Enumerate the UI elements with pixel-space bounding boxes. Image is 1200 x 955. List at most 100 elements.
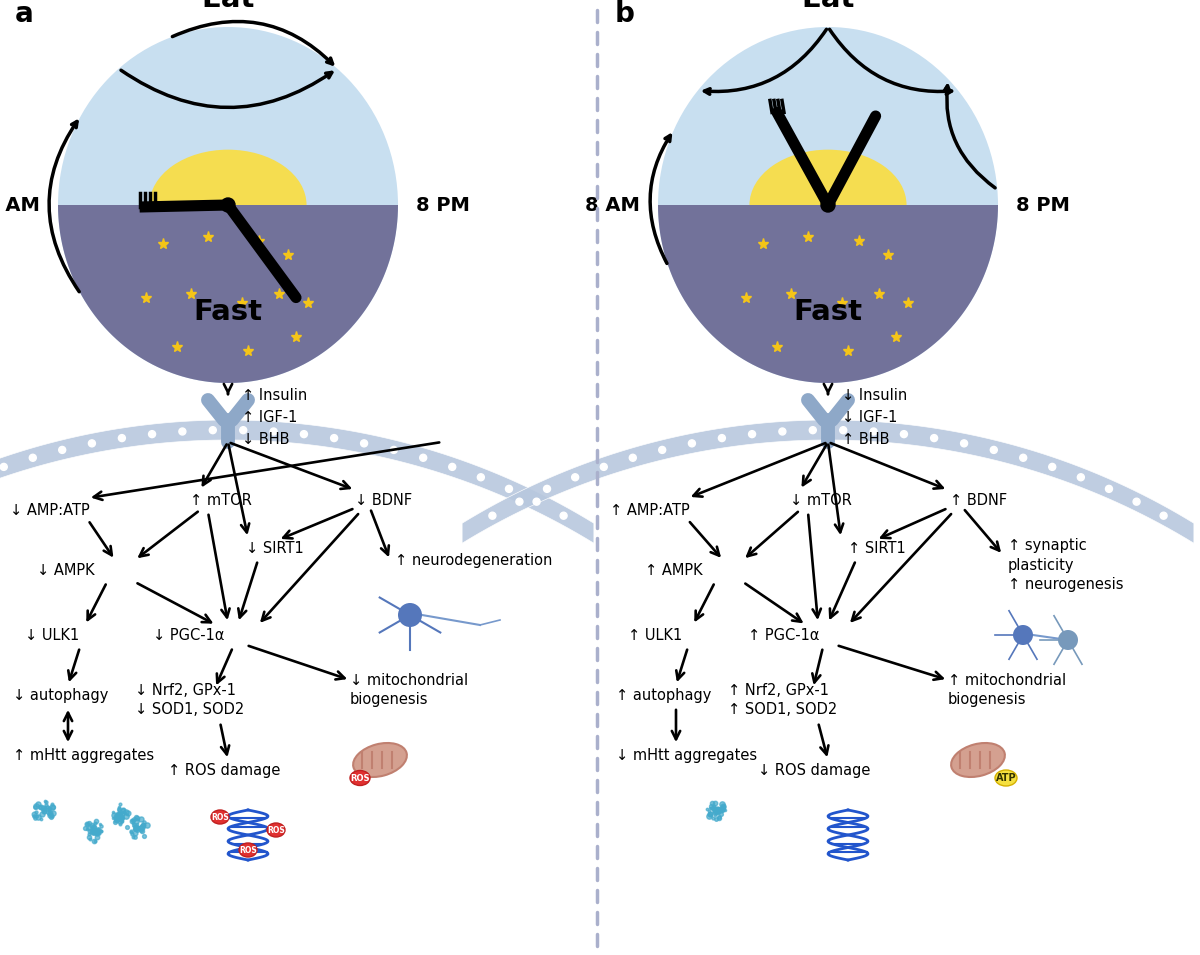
Circle shape (505, 485, 512, 493)
Text: ↑ autophagy: ↑ autophagy (616, 688, 712, 703)
Text: ↑ BDNF: ↑ BDNF (950, 493, 1007, 507)
Text: Fast: Fast (193, 298, 263, 326)
Circle shape (270, 428, 277, 435)
Circle shape (1105, 485, 1112, 493)
Polygon shape (58, 205, 398, 383)
Ellipse shape (658, 27, 998, 383)
Circle shape (544, 485, 551, 493)
Circle shape (1160, 512, 1168, 520)
Text: ↓ SIRT1: ↓ SIRT1 (246, 541, 304, 556)
Circle shape (449, 463, 456, 471)
Text: ↑ ULK1: ↑ ULK1 (628, 627, 683, 643)
Circle shape (1078, 474, 1085, 480)
Text: ↓ autophagy: ↓ autophagy (13, 688, 108, 703)
Circle shape (533, 499, 540, 505)
Text: ↓ BDNF: ↓ BDNF (355, 493, 412, 507)
Text: ↑ ROS damage: ↑ ROS damage (168, 762, 281, 777)
Text: 8 PM: 8 PM (416, 196, 470, 215)
Circle shape (1133, 499, 1140, 505)
Ellipse shape (58, 27, 398, 383)
Ellipse shape (750, 150, 906, 261)
Circle shape (749, 431, 756, 437)
Text: ↑ synaptic
plasticity
↑ neurogenesis: ↑ synaptic plasticity ↑ neurogenesis (1008, 538, 1123, 592)
Text: ROS: ROS (350, 774, 370, 782)
Text: ↓ AMPK: ↓ AMPK (37, 562, 95, 578)
Circle shape (629, 455, 636, 461)
Circle shape (960, 440, 967, 447)
Ellipse shape (952, 743, 1004, 777)
Circle shape (719, 435, 725, 441)
Circle shape (240, 427, 247, 434)
Text: 8 AM: 8 AM (586, 196, 640, 215)
Text: ↓ mitochondrial
biogenesis: ↓ mitochondrial biogenesis (350, 672, 468, 708)
Text: Eat: Eat (802, 0, 854, 13)
Circle shape (900, 431, 907, 437)
Circle shape (390, 446, 397, 454)
Text: 8 PM: 8 PM (1016, 196, 1070, 215)
Circle shape (689, 440, 696, 447)
Text: 8 AM: 8 AM (0, 196, 40, 215)
Text: ROS: ROS (268, 825, 284, 835)
Text: ↑ mitochondrial
biogenesis: ↑ mitochondrial biogenesis (948, 672, 1066, 708)
Text: ROS: ROS (239, 845, 257, 855)
Circle shape (560, 512, 568, 520)
Text: ROS: ROS (211, 813, 229, 821)
Circle shape (931, 435, 937, 441)
Circle shape (221, 198, 235, 212)
Ellipse shape (350, 771, 370, 786)
Text: ↓ ROS damage: ↓ ROS damage (758, 762, 870, 777)
Text: ↓ PGC-1α: ↓ PGC-1α (154, 627, 224, 643)
Text: ↑ mTOR: ↑ mTOR (190, 493, 252, 507)
Text: a: a (14, 0, 34, 28)
Circle shape (488, 512, 496, 520)
Circle shape (119, 435, 125, 441)
Text: ↓ AMP:ATP: ↓ AMP:ATP (10, 502, 90, 518)
Polygon shape (658, 205, 998, 383)
Polygon shape (462, 420, 1194, 543)
Circle shape (398, 603, 422, 627)
Text: ↑ Insulin
↑ IGF-1
↓ BHB: ↑ Insulin ↑ IGF-1 ↓ BHB (242, 388, 307, 447)
Circle shape (179, 428, 186, 435)
Ellipse shape (353, 743, 407, 777)
Text: Eat: Eat (202, 0, 254, 13)
Circle shape (0, 463, 7, 471)
Circle shape (478, 474, 485, 480)
Text: ↓ ULK1: ↓ ULK1 (25, 627, 79, 643)
Text: ↑ AMPK: ↑ AMPK (646, 562, 703, 578)
Circle shape (571, 474, 578, 480)
Circle shape (870, 428, 877, 435)
Circle shape (779, 428, 786, 435)
Text: b: b (616, 0, 635, 28)
Text: ↓ Nrf2, GPx-1
↓ SOD1, SOD2: ↓ Nrf2, GPx-1 ↓ SOD1, SOD2 (134, 683, 245, 717)
Circle shape (821, 198, 835, 212)
Circle shape (360, 440, 367, 447)
Text: ↓ mTOR: ↓ mTOR (790, 493, 852, 507)
Polygon shape (0, 420, 594, 543)
Circle shape (600, 463, 607, 471)
Text: ↓ mHtt aggregates: ↓ mHtt aggregates (616, 748, 757, 762)
Text: ↑ SIRT1: ↑ SIRT1 (848, 541, 906, 556)
Circle shape (209, 427, 216, 434)
Text: ↑ AMP:ATP: ↑ AMP:ATP (610, 502, 690, 518)
Circle shape (1058, 630, 1078, 650)
Text: ↑ Nrf2, GPx-1
↑ SOD1, SOD2: ↑ Nrf2, GPx-1 ↑ SOD1, SOD2 (728, 683, 838, 717)
Circle shape (840, 427, 847, 434)
Circle shape (300, 431, 307, 437)
Circle shape (420, 455, 427, 461)
Circle shape (1020, 455, 1027, 461)
Circle shape (149, 431, 156, 437)
Ellipse shape (239, 843, 257, 857)
Ellipse shape (211, 810, 229, 824)
Circle shape (1049, 463, 1056, 471)
Text: ↑ neurodegeneration: ↑ neurodegeneration (395, 553, 552, 567)
Circle shape (331, 435, 337, 441)
Text: Fast: Fast (793, 298, 863, 326)
Circle shape (29, 455, 36, 461)
Circle shape (1013, 625, 1033, 645)
Ellipse shape (266, 823, 286, 837)
Circle shape (809, 427, 816, 434)
Circle shape (89, 440, 96, 447)
Ellipse shape (995, 770, 1018, 786)
Circle shape (659, 446, 666, 454)
Text: ↑ PGC-1α: ↑ PGC-1α (748, 627, 820, 643)
